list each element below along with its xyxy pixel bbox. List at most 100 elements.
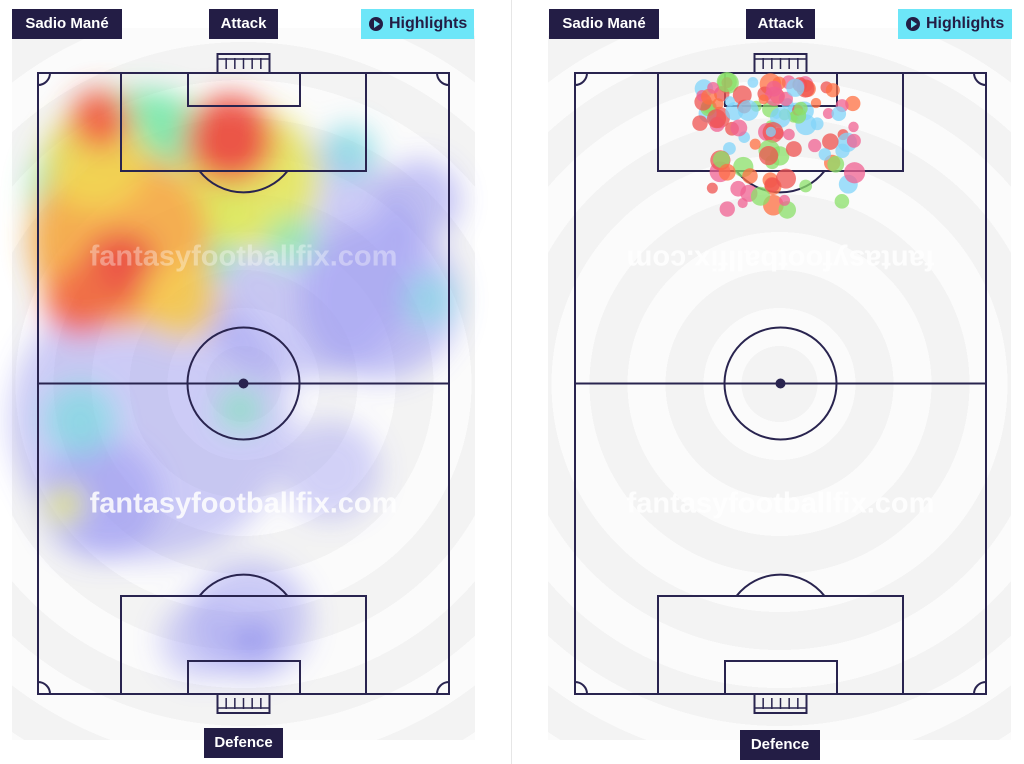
heat-blob [405, 275, 455, 325]
pitch [37, 53, 450, 714]
shot-dot [827, 155, 845, 173]
shot-dot [843, 162, 866, 184]
heat-blob [380, 160, 460, 240]
shot-dot [799, 179, 813, 193]
shot-dot [848, 121, 859, 133]
shot-dot [790, 108, 807, 124]
player-name: Sadio Mané [549, 9, 659, 39]
heatmap [10, 90, 460, 680]
shot-dot [758, 94, 769, 105]
centre-circle [186, 326, 301, 441]
heat-blob [40, 440, 160, 560]
shot-dot [732, 85, 752, 105]
shot-dot [712, 98, 724, 110]
shot-dot [778, 194, 791, 206]
shot-dot [718, 163, 736, 181]
watermark: fantasyfootballfix.com [627, 243, 935, 275]
shot-dot [749, 138, 761, 150]
shot-dot [846, 133, 861, 148]
goal [753, 693, 808, 714]
shot-dot [775, 168, 796, 189]
shot-dot [808, 138, 822, 153]
shot-dot [825, 83, 840, 98]
heat-blob [70, 90, 130, 150]
shot-dot [742, 168, 758, 184]
divider [511, 0, 512, 764]
shot-dot [706, 109, 727, 129]
heat-blob [325, 125, 375, 175]
heat-blob [45, 265, 115, 335]
player-name: Sadio Mané [12, 9, 122, 39]
penalty-arc [198, 170, 289, 194]
shot-dot [818, 148, 832, 161]
heat-blob [47, 487, 83, 523]
corner-arc [37, 72, 51, 86]
shot-dot [835, 143, 850, 158]
goal [216, 53, 271, 74]
shot-dot [692, 115, 708, 131]
shot-dot [737, 99, 759, 121]
shot-dot [750, 186, 770, 206]
shot-dot [707, 81, 719, 94]
attack-label: Attack [209, 9, 278, 39]
highlights-button[interactable]: Highlights [898, 9, 1012, 39]
centre-spot [238, 378, 249, 389]
corner-arc [436, 681, 450, 695]
six-yard-box [724, 660, 838, 695]
watermark: fantasyfootballfix.com [627, 488, 935, 520]
shot-dot [845, 95, 861, 112]
shot-dot [764, 86, 785, 106]
goal [216, 693, 271, 714]
corner-arc [973, 72, 987, 86]
shot-map [692, 71, 866, 219]
corner-arc [37, 681, 51, 695]
heat-blob [300, 220, 460, 380]
penalty-arc [198, 573, 289, 597]
shot-dot [810, 117, 824, 131]
shot-dot [822, 133, 839, 150]
shot-dot [730, 119, 748, 137]
heat-blob [45, 385, 115, 455]
heat-blob [220, 390, 260, 430]
watermark: fantasyfootballfix.com [90, 241, 398, 273]
highlights-button[interactable]: Highlights [361, 9, 474, 39]
defence-label: Defence [740, 730, 820, 760]
shot-dot [786, 78, 805, 97]
heat-blob [160, 600, 240, 680]
shot-dot [706, 182, 718, 194]
watermark: fantasyfootballfix.com [90, 488, 398, 520]
heat-blob [140, 260, 220, 340]
heat-blob [235, 620, 275, 660]
heat-blob [265, 215, 315, 265]
shot-dot [759, 146, 779, 166]
shot-dot [834, 194, 850, 209]
shot-dot [712, 151, 730, 169]
centre-spot [775, 378, 786, 389]
defence-label: Defence [204, 728, 283, 758]
shot-dot [764, 177, 780, 193]
shot-dot [716, 71, 737, 93]
shot-dot [719, 201, 735, 217]
shot-dot [723, 142, 736, 155]
penalty-arc [735, 573, 826, 597]
shot-dot [810, 97, 822, 109]
corner-arc [436, 72, 450, 86]
heat-blob [280, 420, 380, 520]
shot-dot [783, 128, 795, 141]
shot-dot [724, 96, 735, 107]
centre-circle [723, 326, 838, 441]
pitch [574, 53, 987, 714]
goal [753, 53, 808, 74]
attack-label: Attack [746, 9, 815, 39]
shot-dot [831, 106, 847, 122]
heat-blob [185, 95, 275, 185]
corner-arc [574, 72, 588, 86]
shot-dot [785, 141, 802, 157]
penalty-box [657, 595, 904, 695]
corner-arc [574, 681, 588, 695]
shot-dot [765, 126, 776, 137]
corner-arc [973, 681, 987, 695]
shot-dot [747, 77, 759, 88]
